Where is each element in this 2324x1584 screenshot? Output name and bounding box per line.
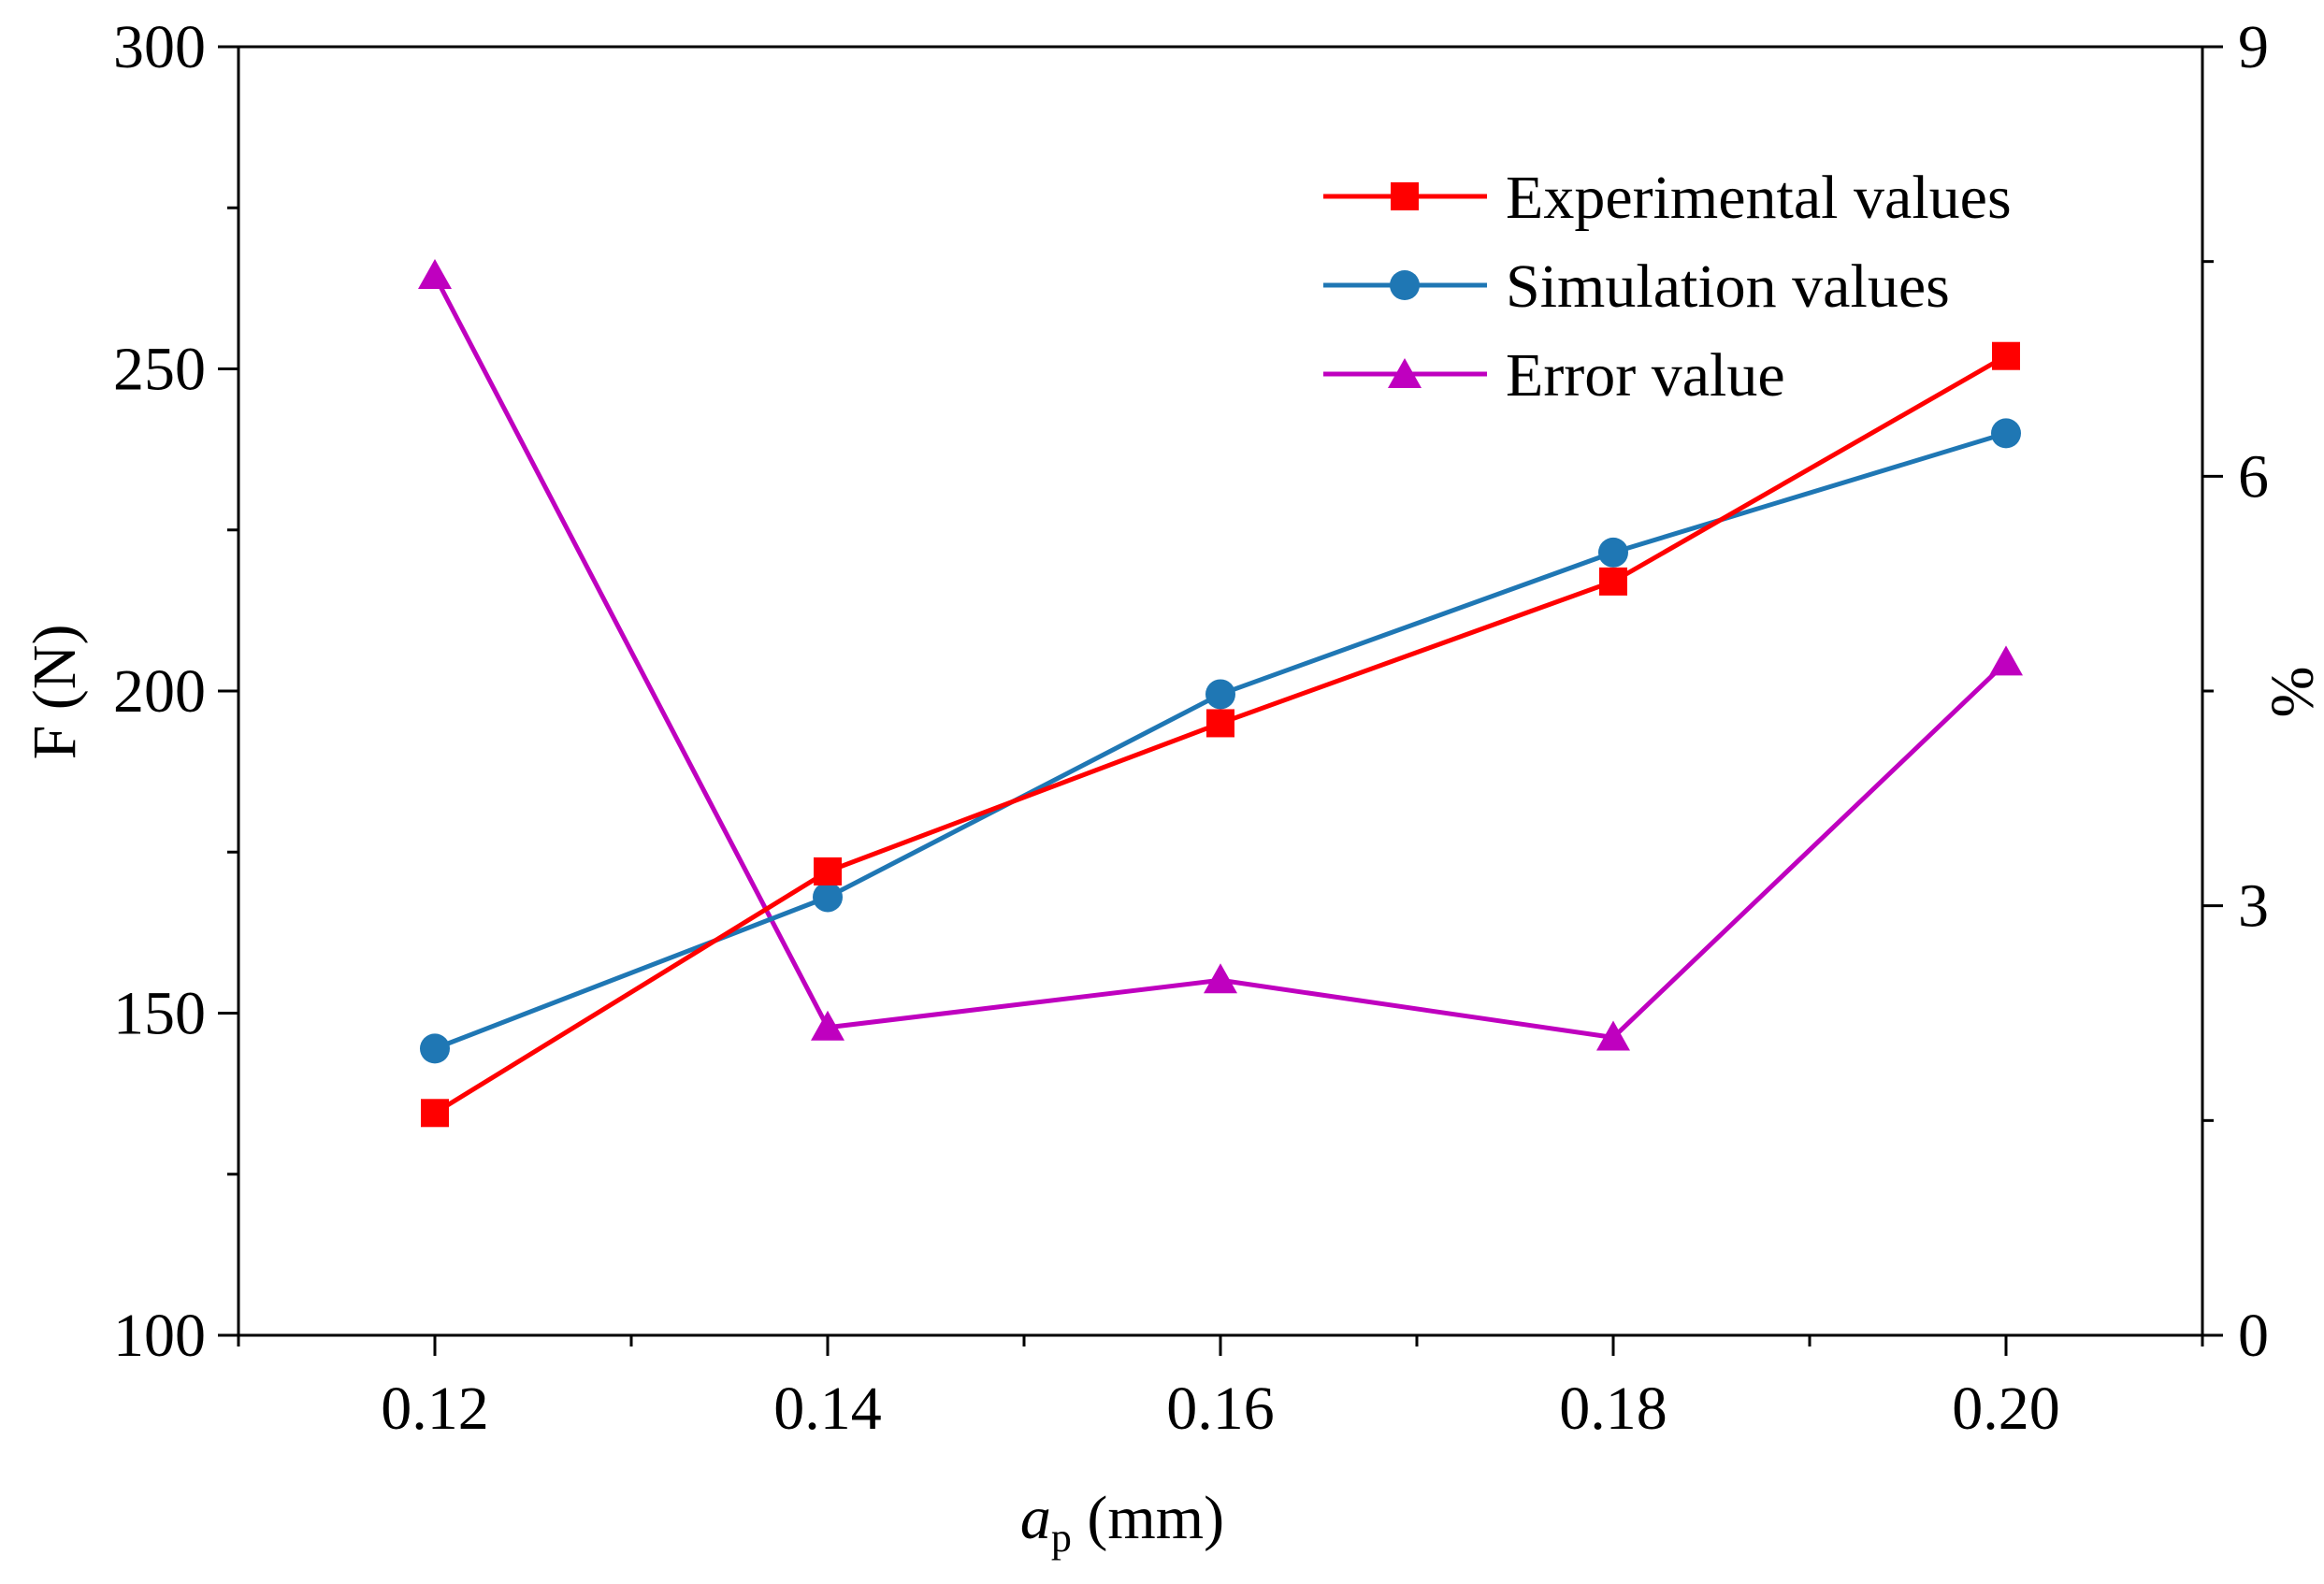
series-line-simulation-values: [434, 431, 2007, 1051]
y-right-tick-label: 0: [2238, 1302, 2269, 1370]
x-axis-title-unit: (mm): [1072, 1484, 1224, 1552]
legend-entry-simulation: Simulation values: [1323, 252, 1950, 321]
data-point-triangle: [811, 1010, 844, 1041]
legend-marker-triangle: [1388, 358, 1422, 388]
data-point-square: [1206, 709, 1234, 738]
data-point-circle: [1205, 679, 1235, 710]
data-point-circle: [1598, 537, 1628, 568]
legend-label-error: Error value: [1506, 341, 1785, 410]
y-left-tick-label: 150: [113, 980, 206, 1048]
y-right-axis-title: %: [2259, 667, 2324, 718]
y-right-tick-label: 9: [2238, 13, 2269, 81]
x-axis-title-sub: p: [1051, 1515, 1072, 1561]
legend-marker-circle: [1390, 270, 1420, 300]
data-point-circle: [1991, 418, 2021, 449]
data-point-square: [421, 1099, 449, 1128]
data-point-circle: [813, 882, 843, 913]
y-left-tick-label: 300: [113, 13, 206, 81]
legend-label-experimental: Experimental values: [1506, 164, 2012, 232]
data-point-circle: [420, 1033, 450, 1064]
x-axis-title: ap (mm): [1020, 1484, 1224, 1561]
legend: Experimental values Simulation values Er…: [1323, 164, 2012, 410]
data-point-triangle: [1596, 1020, 1630, 1051]
data-point-square: [814, 857, 842, 886]
data-point-square: [1599, 567, 1627, 596]
ticks: 0.12 0.14 0.16 0.18 0.20 100 150 200 250 300 0 3 6 9: [113, 13, 2269, 1443]
x-tick-label: 0.20: [1952, 1375, 2060, 1443]
y-right-tick-label: 6: [2238, 442, 2269, 511]
y-left-axis-title: F (N): [21, 625, 89, 760]
y-left-tick-label: 200: [113, 657, 206, 726]
legend-entry-experimental: Experimental values: [1323, 164, 2012, 232]
x-tick-label: 0.14: [773, 1375, 882, 1443]
x-tick-label: 0.16: [1166, 1375, 1275, 1443]
y-left-tick-label: 100: [113, 1302, 206, 1370]
data-point-triangle: [1989, 645, 2023, 676]
series-layer: [418, 258, 2023, 1128]
legend-label-simulation: Simulation values: [1506, 252, 1950, 321]
y-right-tick-label: 3: [2238, 872, 2269, 941]
legend-entry-error: Error value: [1323, 341, 1785, 410]
y-left-tick-label: 250: [113, 336, 206, 404]
x-tick-label: 0.12: [381, 1375, 489, 1443]
x-axis-title-main: a: [1020, 1484, 1051, 1552]
data-point-square: [1992, 341, 2020, 370]
legend-marker-square: [1391, 182, 1419, 210]
data-point-triangle: [1204, 963, 1237, 994]
data-point-triangle: [418, 258, 452, 289]
x-tick-label: 0.18: [1559, 1375, 1667, 1443]
